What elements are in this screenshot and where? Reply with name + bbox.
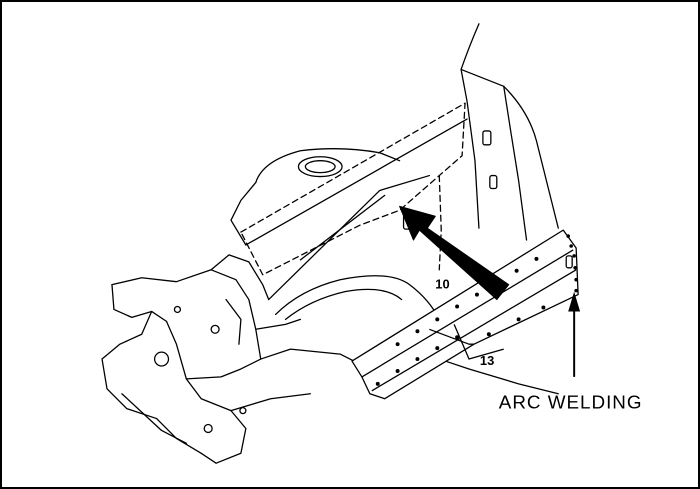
apron-lower-edge [268, 174, 430, 301]
mount-hole [203, 423, 213, 434]
strut-tower-hole-inner [304, 160, 336, 174]
pillar-rear-edge [503, 85, 528, 241]
mount-hole [173, 305, 182, 314]
arc-welding-label: ARC WELDING [499, 392, 643, 413]
mount-hole [210, 324, 220, 334]
subframe-outline [111, 269, 262, 380]
mount-hole [153, 351, 170, 367]
pillar-slot [489, 174, 498, 190]
mount-hole [239, 407, 247, 415]
pillar-slot [482, 130, 492, 146]
strut-tower-outline [255, 148, 401, 184]
arc-welding-pointer [568, 291, 581, 377]
weld-spots [375, 234, 578, 386]
part-number-10: 10 [435, 277, 449, 292]
strut-tower-hole [297, 156, 343, 178]
apron-upper-edge [245, 118, 468, 246]
cut-line [240, 102, 466, 276]
install-direction-arrow [399, 205, 510, 301]
part-number-13: 13 [480, 353, 494, 368]
pillar-inner-edge [460, 68, 480, 229]
cut-line [438, 174, 442, 271]
apron-brace [299, 194, 386, 261]
wheelhouse-arch [274, 275, 440, 321]
